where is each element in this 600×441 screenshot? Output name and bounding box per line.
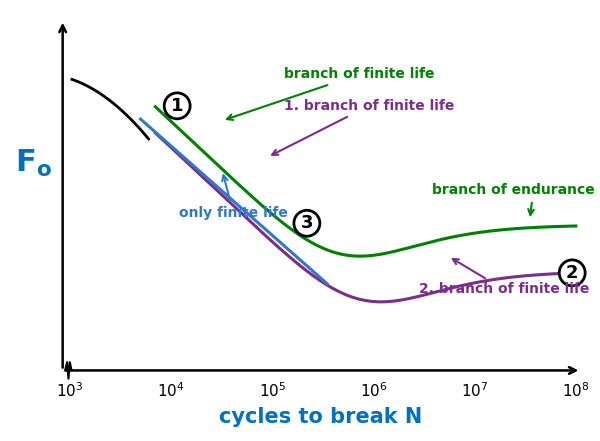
Text: 2. branch of finite life: 2. branch of finite life: [419, 259, 589, 296]
Text: branch of endurance limit: branch of endurance limit: [432, 183, 600, 215]
Text: cycles to break N: cycles to break N: [220, 407, 422, 427]
Text: only finite life: only finite life: [179, 175, 288, 220]
Text: 2: 2: [566, 264, 578, 282]
Text: 1: 1: [171, 97, 184, 115]
Text: 3: 3: [301, 214, 313, 232]
Text: 1. branch of finite life: 1. branch of finite life: [272, 99, 454, 155]
Text: branch of finite life: branch of finite life: [227, 67, 434, 120]
Text: $\mathbf{F_o}$: $\mathbf{F_o}$: [16, 148, 52, 179]
